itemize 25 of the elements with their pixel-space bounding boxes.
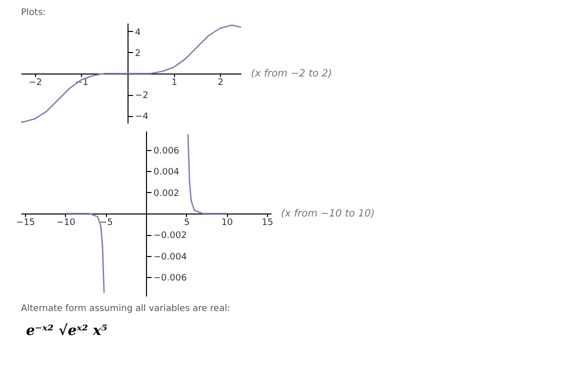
y-tick-label: 2 [135, 48, 141, 59]
x-tick-label: −5 [100, 218, 113, 228]
x-tick-label: 1 [171, 78, 178, 88]
y-tick-label: 0.002 [154, 188, 180, 199]
x-tick-label: −10 [56, 218, 76, 228]
line-series [21, 24, 241, 123]
y-tick-label: 0.004 [154, 168, 180, 178]
y-tick-label: −2 [135, 91, 148, 102]
x-tick-label: −2 [28, 78, 42, 88]
x-tick-label: 10 [221, 218, 234, 228]
text: Alternate form assuming all variables are real: [21, 304, 230, 314]
text: (x from −10 to 10) [281, 208, 375, 220]
x-tick-label: 2 [218, 78, 224, 88]
x-tick-label: 15 [262, 218, 274, 228]
text: e⁻ˣ² √eˣ² x⁵ [26, 323, 108, 339]
x-tick-label: 5 [184, 218, 190, 228]
y-tick-label: −0.006 [154, 273, 188, 284]
y-tick-label: −0.002 [154, 231, 187, 242]
y-tick-label: 0.006 [154, 146, 180, 157]
y-tick-label: −4 [135, 112, 149, 122]
chart-title: Plots: [21, 8, 46, 18]
x-tick-label: −15 [16, 218, 36, 228]
text: (x from −2 to 2) [251, 68, 332, 80]
y-tick-label: 4 [135, 28, 142, 38]
y-tick-label: −0.004 [154, 252, 188, 262]
